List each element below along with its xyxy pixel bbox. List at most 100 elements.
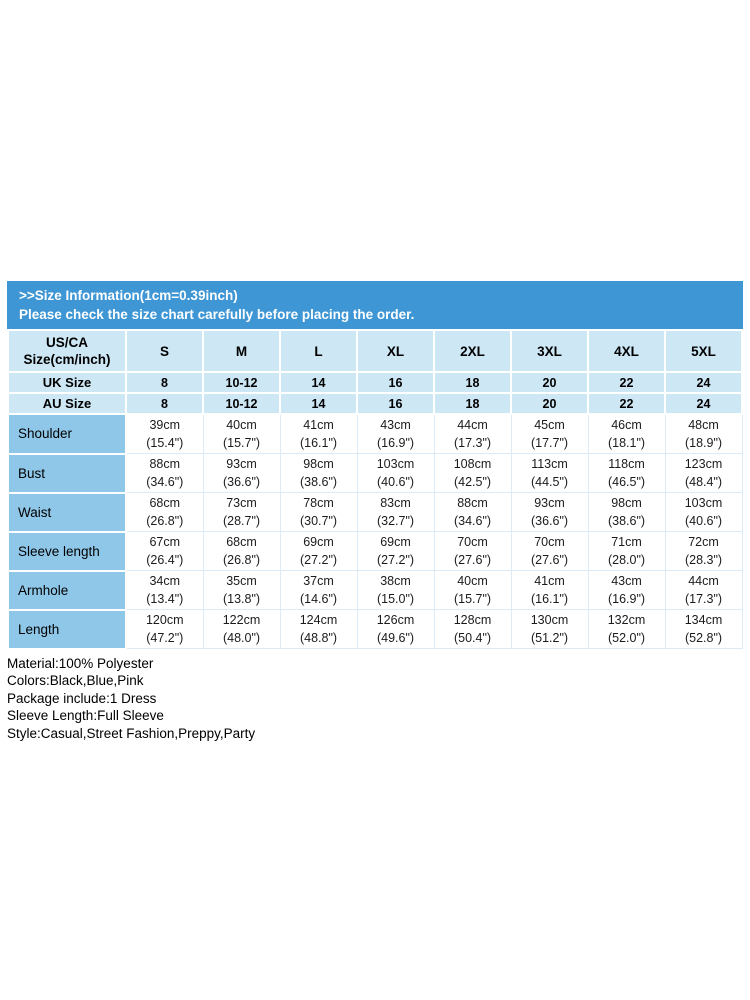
detail-style: Style:Casual,Street Fashion,Preppy,Party	[7, 725, 256, 741]
size-col-header-s: S	[125, 329, 204, 373]
measurement-cell: 88cm (34.6")	[433, 492, 512, 532]
au-size-row: AU Size 8 10-12 14 16 18 20 22 24	[7, 392, 743, 415]
table-row-bust: Bust 88cm (34.6") 93cm (36.6") 98cm (38.…	[7, 452, 743, 494]
au-size-value: 16	[356, 392, 435, 415]
uk-size-value: 10-12	[202, 371, 281, 394]
uk-size-label: UK Size	[7, 371, 127, 394]
measurement-cell: 72cm (28.3")	[664, 531, 743, 571]
table-row-sleeve-length: Sleeve length 67cm (26.4") 68cm (26.8") …	[7, 530, 743, 572]
measurement-cell: 70cm (27.6")	[433, 531, 512, 571]
measurement-cell: 132cm (52.0")	[587, 609, 666, 649]
detail-sleeve-length: Sleeve Length:Full Sleeve	[7, 708, 164, 724]
table-row-armhole: Armhole 34cm (13.4") 35cm (13.8") 37cm (…	[7, 569, 743, 611]
measurement-cell: 68cm (26.8")	[125, 492, 204, 532]
measurement-cell: 108cm (42.5")	[433, 453, 512, 493]
size-col-header-xl: XL	[356, 329, 435, 373]
measurement-cell: 98cm (38.6")	[279, 453, 358, 493]
measurement-cell: 35cm (13.8")	[202, 570, 281, 610]
au-size-value: 14	[279, 392, 358, 415]
measurement-cell: 128cm (50.4")	[433, 609, 512, 649]
au-size-value: 20	[510, 392, 589, 415]
row-label: Sleeve length	[7, 530, 127, 572]
uk-size-row: UK Size 8 10-12 14 16 18 20 22 24	[7, 371, 743, 394]
uk-size-value: 16	[356, 371, 435, 394]
measurement-cell: 67cm (26.4")	[125, 531, 204, 571]
row-label: Shoulder	[7, 413, 127, 455]
banner-line-2: Please check the size chart carefully be…	[19, 307, 415, 322]
product-details: Material:100% Polyester Colors:Black,Blu…	[7, 655, 743, 743]
detail-package-include: Package include:1 Dress	[7, 690, 157, 706]
measurement-cell: 93cm (36.6")	[510, 492, 589, 532]
uk-size-value: 14	[279, 371, 358, 394]
size-information-sheet: >>Size Information(1cm=0.39inch) Please …	[7, 281, 743, 742]
measurement-cell: 44cm (17.3")	[433, 413, 512, 454]
row-label: Bust	[7, 452, 127, 494]
table-row-waist: Waist 68cm (26.8") 73cm (28.7") 78cm (30…	[7, 491, 743, 533]
measurement-cell: 122cm (48.0")	[202, 609, 281, 649]
au-size-value: 24	[664, 392, 743, 415]
measurement-cell: 39cm (15.4")	[125, 413, 204, 454]
measurement-cell: 71cm (28.0")	[587, 531, 666, 571]
measurement-cell: 41cm (16.1")	[279, 413, 358, 454]
row-label: Length	[7, 608, 127, 650]
size-col-header-l: L	[279, 329, 358, 373]
measurement-cell: 68cm (26.8")	[202, 531, 281, 571]
measurement-cell: 48cm (18.9")	[664, 413, 743, 454]
size-header-row: US/CA Size(cm/inch) S M L XL 2XL 3XL 4XL…	[7, 329, 743, 373]
row-label: Waist	[7, 491, 127, 533]
measurement-cell: 103cm (40.6")	[356, 453, 435, 493]
uk-size-value: 20	[510, 371, 589, 394]
size-col-header-3xl: 3XL	[510, 329, 589, 373]
corner-header: US/CA Size(cm/inch)	[7, 329, 127, 373]
measurement-cell: 123cm (48.4")	[664, 453, 743, 493]
measurement-cell: 69cm (27.2")	[356, 531, 435, 571]
size-col-header-4xl: 4XL	[587, 329, 666, 373]
measurement-cell: 73cm (28.7")	[202, 492, 281, 532]
detail-material: Material:100% Polyester	[7, 655, 154, 671]
measurement-cell: 126cm (49.6")	[356, 609, 435, 649]
measurement-cell: 98cm (38.6")	[587, 492, 666, 532]
measurement-cell: 70cm (27.6")	[510, 531, 589, 571]
measurement-cell: 38cm (15.0")	[356, 570, 435, 610]
banner-line-1: >>Size Information(1cm=0.39inch)	[19, 288, 238, 303]
au-size-value: 8	[125, 392, 204, 415]
measurement-cell: 37cm (14.6")	[279, 570, 358, 610]
size-col-header-m: M	[202, 329, 281, 373]
uk-size-value: 18	[433, 371, 512, 394]
measurement-cell: 134cm (52.8")	[664, 609, 743, 649]
measurement-cell: 69cm (27.2")	[279, 531, 358, 571]
measurement-cell: 40cm (15.7")	[433, 570, 512, 610]
measurement-cell: 43cm (16.9")	[356, 413, 435, 454]
uk-size-value: 24	[664, 371, 743, 394]
measurement-cell: 40cm (15.7")	[202, 413, 281, 454]
measurement-cell: 120cm (47.2")	[125, 609, 204, 649]
size-col-header-2xl: 2XL	[433, 329, 512, 373]
measurement-cell: 43cm (16.9")	[587, 570, 666, 610]
measurement-cell: 113cm (44.5")	[510, 453, 589, 493]
au-size-label: AU Size	[7, 392, 127, 415]
measurement-cell: 78cm (30.7")	[279, 492, 358, 532]
measurement-cell: 45cm (17.7")	[510, 413, 589, 454]
measurement-cell: 124cm (48.8")	[279, 609, 358, 649]
table-row-length: Length 120cm (47.2") 122cm (48.0") 124cm…	[7, 608, 743, 650]
uk-size-value: 22	[587, 371, 666, 394]
au-size-value: 18	[433, 392, 512, 415]
row-label: Armhole	[7, 569, 127, 611]
au-size-value: 22	[587, 392, 666, 415]
measurement-cell: 44cm (17.3")	[664, 570, 743, 610]
measurement-cell: 88cm (34.6")	[125, 453, 204, 493]
measurement-cell: 130cm (51.2")	[510, 609, 589, 649]
measurement-cell: 46cm (18.1")	[587, 413, 666, 454]
measurement-cell: 34cm (13.4")	[125, 570, 204, 610]
table-row-shoulder: Shoulder 39cm (15.4") 40cm (15.7") 41cm …	[7, 413, 743, 455]
measurement-cell: 93cm (36.6")	[202, 453, 281, 493]
measurement-cell: 83cm (32.7")	[356, 492, 435, 532]
size-info-banner: >>Size Information(1cm=0.39inch) Please …	[7, 281, 743, 329]
measurement-cell: 103cm (40.6")	[664, 492, 743, 532]
measurement-cell: 118cm (46.5")	[587, 453, 666, 493]
size-chart-table: US/CA Size(cm/inch) S M L XL 2XL 3XL 4XL…	[7, 329, 743, 650]
measurement-cell: 41cm (16.1")	[510, 570, 589, 610]
uk-size-value: 8	[125, 371, 204, 394]
au-size-value: 10-12	[202, 392, 281, 415]
size-col-header-5xl: 5XL	[664, 329, 743, 373]
